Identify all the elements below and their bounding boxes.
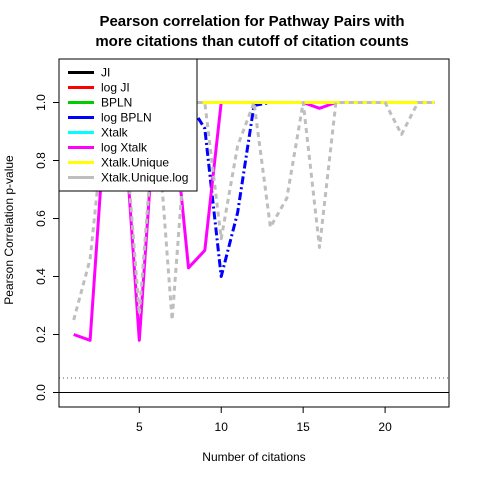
y-tick-label: 1.0 [34, 94, 48, 111]
plot-frame [58, 58, 450, 408]
y-axis: 0.0 0.2 0.4 0.6 0.8 1.0 [34, 94, 59, 401]
legend-label-xtalk-unique: Xtalk.Unique [101, 156, 169, 170]
x-tick-label: 5 [136, 420, 143, 434]
legend-label-xtalk: Xtalk [101, 126, 129, 140]
legend-label-bpln: BPLN [101, 96, 132, 110]
x-axis: 5 10 15 20 [136, 407, 392, 434]
y-tick-label: 0.2 [34, 326, 48, 343]
legend-box [58, 58, 198, 192]
legend-label-log-xtalk: log Xtalk [101, 141, 148, 155]
x-tick-label: 10 [215, 420, 229, 434]
y-tick-label: 0.4 [34, 268, 48, 285]
legend-label-ji: JI [101, 66, 110, 80]
legend-label-log-ji: log JI [101, 81, 130, 95]
y-tick-label: 0.8 [34, 152, 48, 169]
y-axis-label: Pearson Correlation p-value [2, 155, 16, 305]
x-tick-label: 15 [296, 420, 310, 434]
y-tick-label: 0.0 [34, 384, 48, 401]
reference-lines [59, 377, 449, 393]
legend-label-log-bpln: log BPLN [101, 111, 152, 125]
x-tick-label: 20 [378, 420, 392, 434]
series-line-xtalk-unique-log [72, 101, 435, 322]
chart-title-line-2: more citations than cutoff of citation c… [95, 33, 408, 50]
chart-title-line-1: Pearson correlation for Pathway Pairs wi… [99, 13, 404, 30]
y-tick-label: 0.6 [34, 210, 48, 227]
legend-label-xtalk-unique-log: Xtalk.Unique.log [101, 171, 188, 185]
x-axis-label: Number of citations [202, 450, 305, 464]
